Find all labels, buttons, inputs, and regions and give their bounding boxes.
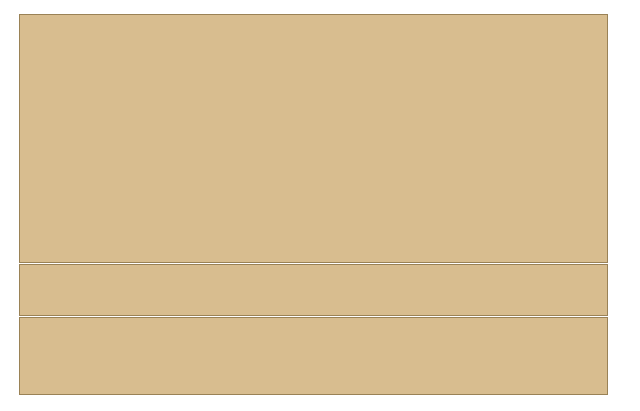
ratio-panel[interactable]: [19, 317, 608, 395]
rsi-plot: [20, 265, 607, 315]
rsi-panel[interactable]: [19, 264, 608, 316]
ratio-plot: [20, 318, 607, 394]
price-plot: [20, 15, 607, 262]
price-panel[interactable]: [19, 14, 608, 263]
